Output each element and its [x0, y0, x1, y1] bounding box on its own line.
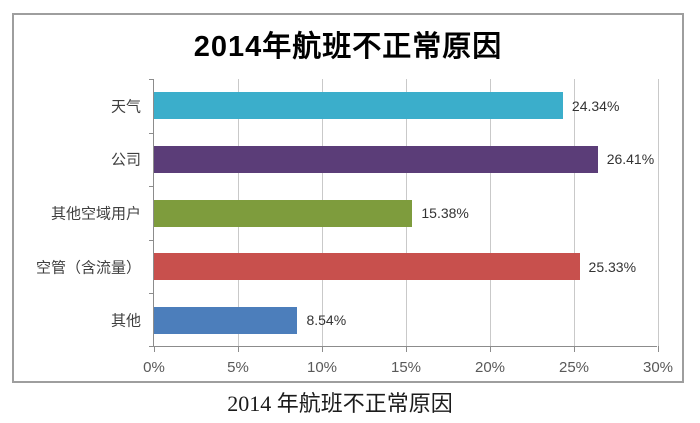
gridline: [489, 79, 491, 346]
x-tick-label: 15%: [390, 359, 422, 376]
gridline: [657, 79, 659, 346]
bar-4: [154, 253, 580, 281]
x-axis-tick: [153, 346, 155, 352]
bar-1: [154, 92, 563, 120]
x-axis-tick: [657, 346, 659, 352]
x-axis-tick: [321, 346, 323, 352]
category-label: 空管（含流量）: [35, 259, 141, 277]
bar-value-label: 15.38%: [421, 205, 469, 221]
category-label: 其他: [110, 312, 141, 330]
chart-title: 2014年航班不正常原因: [193, 31, 503, 63]
category-label: 公司: [110, 151, 141, 169]
y-axis-tick: [149, 346, 154, 347]
bar-value-label: 25.33%: [588, 258, 637, 275]
category-label: 天气: [110, 98, 141, 116]
y-axis-tick: [149, 186, 154, 187]
bar-value-label: 24.34%: [571, 97, 620, 114]
bar-5: [154, 306, 298, 334]
x-axis-tick: [573, 346, 575, 352]
x-tick-label: 20%: [474, 359, 506, 376]
bar-value-label: 8.54%: [306, 312, 347, 329]
x-axis-tick: [405, 346, 407, 352]
y-axis-tick: [149, 240, 154, 241]
x-tick-label: 25%: [558, 359, 590, 376]
x-tick-label: 30%: [642, 359, 674, 376]
bar-2: [154, 145, 598, 173]
plot-area: 0% 5% 10% 15% 20% 25% 30% 24.34% 天气 26.41% 公司 15.38…: [36, 79, 673, 376]
x-axis-tick: [489, 346, 491, 352]
x-tick-label: 0%: [143, 359, 165, 376]
bar-3: [154, 199, 413, 227]
y-axis-tick: [149, 133, 154, 134]
x-tick-label: 10%: [306, 359, 338, 376]
x-axis-tick: [237, 346, 239, 352]
category-label: 其他空域用户: [50, 205, 141, 223]
y-axis-tick: [149, 293, 154, 294]
chart-frame: 2014年航班不正常原因 0% 5% 10% 15% 20% 25% 30% 24.34% 天气…: [12, 13, 684, 383]
gridline: [573, 79, 575, 346]
x-tick-label: 5%: [227, 359, 249, 376]
y-axis-tick: [149, 79, 154, 80]
figure-caption: 2014 年航班不正常原因: [227, 391, 453, 416]
bar-value-label: 26.41%: [606, 151, 655, 168]
